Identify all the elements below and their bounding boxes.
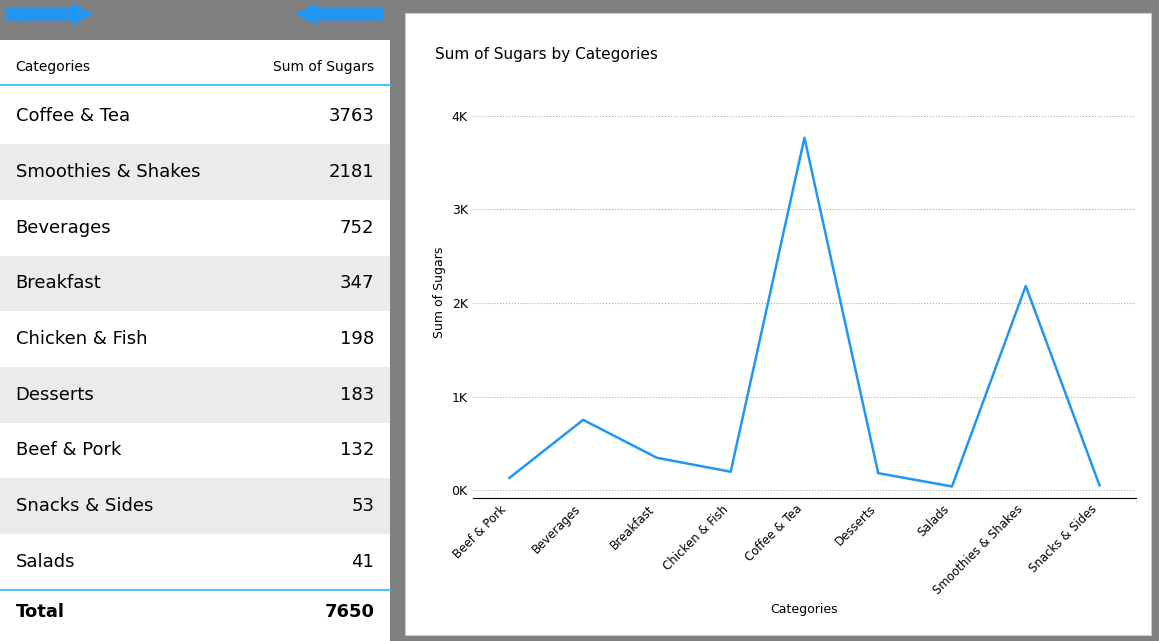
- Text: Total: Total: [15, 603, 65, 621]
- Text: 132: 132: [340, 442, 374, 460]
- Text: Coffee & Tea: Coffee & Tea: [15, 107, 130, 125]
- Text: 53: 53: [351, 497, 374, 515]
- Bar: [0, 256, 389, 312]
- Bar: [0, 144, 389, 200]
- Text: Snacks & Sides: Snacks & Sides: [15, 497, 153, 515]
- Text: Desserts: Desserts: [15, 386, 94, 404]
- Text: 183: 183: [340, 386, 374, 404]
- FancyArrow shape: [6, 4, 92, 24]
- Text: 198: 198: [340, 330, 374, 348]
- Text: 3763: 3763: [328, 107, 374, 125]
- Text: 7650: 7650: [325, 603, 374, 621]
- Text: Beverages: Beverages: [15, 219, 111, 237]
- Text: Salads: Salads: [15, 553, 75, 571]
- X-axis label: Categories: Categories: [771, 603, 838, 616]
- Bar: [0, 367, 389, 422]
- Y-axis label: Sum of Sugars: Sum of Sugars: [433, 247, 446, 338]
- Text: Breakfast: Breakfast: [15, 274, 101, 292]
- Text: Beef & Pork: Beef & Pork: [15, 442, 121, 460]
- Text: Chicken & Fish: Chicken & Fish: [15, 330, 147, 348]
- Text: Sum of Sugars: Sum of Sugars: [274, 60, 374, 74]
- FancyArrow shape: [297, 4, 382, 24]
- Bar: [0, 478, 389, 534]
- Text: Smoothies & Shakes: Smoothies & Shakes: [15, 163, 201, 181]
- Text: 2181: 2181: [329, 163, 374, 181]
- Text: 347: 347: [340, 274, 374, 292]
- Text: Sum of Sugars by Categories: Sum of Sugars by Categories: [436, 47, 658, 62]
- Text: Categories: Categories: [15, 60, 90, 74]
- Text: 752: 752: [340, 219, 374, 237]
- Text: 41: 41: [351, 553, 374, 571]
